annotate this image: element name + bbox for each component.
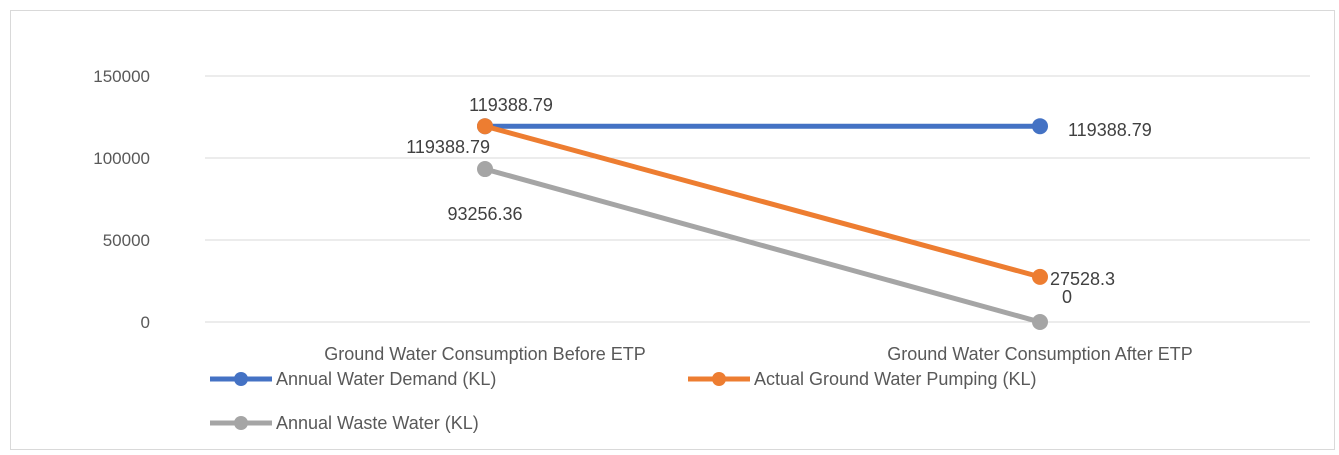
data-point-marker <box>477 161 493 178</box>
series-line <box>482 123 1043 280</box>
series-lines <box>477 118 1048 330</box>
series-line <box>482 166 1043 325</box>
y-axis-tick-labels: 0 50000 100000 150000 <box>93 67 150 332</box>
gridlines <box>205 75 1310 323</box>
legend: Annual Water Demand (KL) Actual Ground Wa… <box>210 369 1036 433</box>
y-tick-label: 50000 <box>103 231 150 250</box>
data-label: 119388.79 <box>469 95 553 115</box>
legend-label: Actual Ground Water Pumping (KL) <box>754 369 1036 389</box>
legend-label: Annual Water Demand (KL) <box>276 369 496 389</box>
legend-item: Actual Ground Water Pumping (KL) <box>688 369 1036 389</box>
data-point-marker <box>1032 268 1048 285</box>
legend-item: Annual Waste Water (KL) <box>210 413 479 433</box>
x-axis-category-labels: Ground Water Consumption Before ETP Groun… <box>324 344 1192 364</box>
x-category-label: Ground Water Consumption Before ETP <box>324 344 645 364</box>
data-point-marker <box>477 118 493 135</box>
data-label: 119388.79 <box>1068 120 1152 140</box>
data-labels: 119388.79 119388.79 119388.79 93256.36 27528… <box>406 95 1152 307</box>
data-label: 0 <box>1062 287 1072 307</box>
data-point-marker <box>1032 118 1048 135</box>
legend-marker-swatch <box>234 372 248 386</box>
y-tick-label: 0 <box>141 313 150 332</box>
legend-marker-swatch <box>712 372 726 386</box>
y-tick-label: 150000 <box>93 67 150 86</box>
data-label: 119388.79 <box>406 137 490 157</box>
data-label: 27528.3 <box>1050 269 1115 289</box>
data-label: 93256.36 <box>447 204 522 224</box>
legend-label: Annual Waste Water (KL) <box>276 413 479 433</box>
legend-marker-swatch <box>234 416 248 430</box>
legend-item: Annual Water Demand (KL) <box>210 369 496 389</box>
data-point-marker <box>1032 314 1048 330</box>
x-category-label: Ground Water Consumption After ETP <box>887 344 1192 364</box>
y-tick-label: 100000 <box>93 149 150 168</box>
